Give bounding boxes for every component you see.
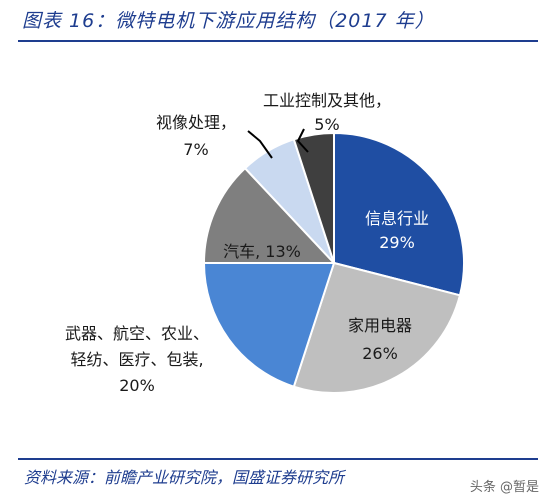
slice-label-line: 轻纺、医疗、包装, (70, 350, 203, 369)
slice-label-line: 武器、航空、农业、 (65, 324, 209, 343)
slice-label-line: 视像处理， (156, 113, 236, 132)
pie-slice-3 (202, 262, 336, 388)
source-rule (18, 458, 538, 460)
slice-label-6: 工业控制及其他， 5% (263, 91, 391, 134)
pie-slice-4 (202, 166, 337, 264)
leader-line-6 (296, 128, 309, 153)
slice-label-line: 信息行业 (365, 209, 429, 228)
pie-slices (202, 131, 465, 394)
pie-chart: 信息行业 29% 家用电器 26% 武器、航空、农业、轻纺、医疗、包装, 20% 汽车, 1… (65, 91, 465, 395)
slice-label-line: 5% (314, 115, 339, 134)
slice-label-4: 汽车, 13% (223, 242, 301, 261)
slice-label-line: 26% (362, 344, 398, 363)
slice-label-line: 20% (119, 376, 155, 395)
slice-label-1: 信息行业 29% (365, 209, 429, 252)
pie-slice-1 (333, 131, 465, 297)
slice-label-line: 工业控制及其他， (263, 91, 391, 110)
watermark: 头条 @暂是 (469, 480, 539, 495)
figure-title: 图表 16：微特电机下游应用结构（2017 年） (22, 10, 435, 32)
slice-label-3: 武器、航空、农业、轻纺、医疗、包装, 20% (65, 324, 209, 395)
pie-slice-6 (292, 131, 335, 264)
leader-line-5 (247, 130, 273, 159)
slice-labels: 信息行业 29% 家用电器 26% 武器、航空、农业、轻纺、医疗、包装, 20% 汽车, 1… (65, 91, 429, 395)
leader-lines (247, 128, 309, 159)
title-rule (18, 40, 538, 42)
slice-label-line: 29% (379, 233, 415, 252)
slice-label-5: 视像处理， 7% (156, 113, 236, 159)
slice-label-2: 家用电器 26% (348, 316, 412, 363)
pie-slice-2 (292, 261, 462, 394)
slice-label-line: 家用电器 (348, 316, 412, 335)
slice-label-line: 7% (183, 140, 208, 159)
slice-label-line: 汽车, 13% (223, 242, 301, 261)
source-note: 资料来源：前瞻产业研究院，国盛证券研究所 (24, 468, 345, 487)
